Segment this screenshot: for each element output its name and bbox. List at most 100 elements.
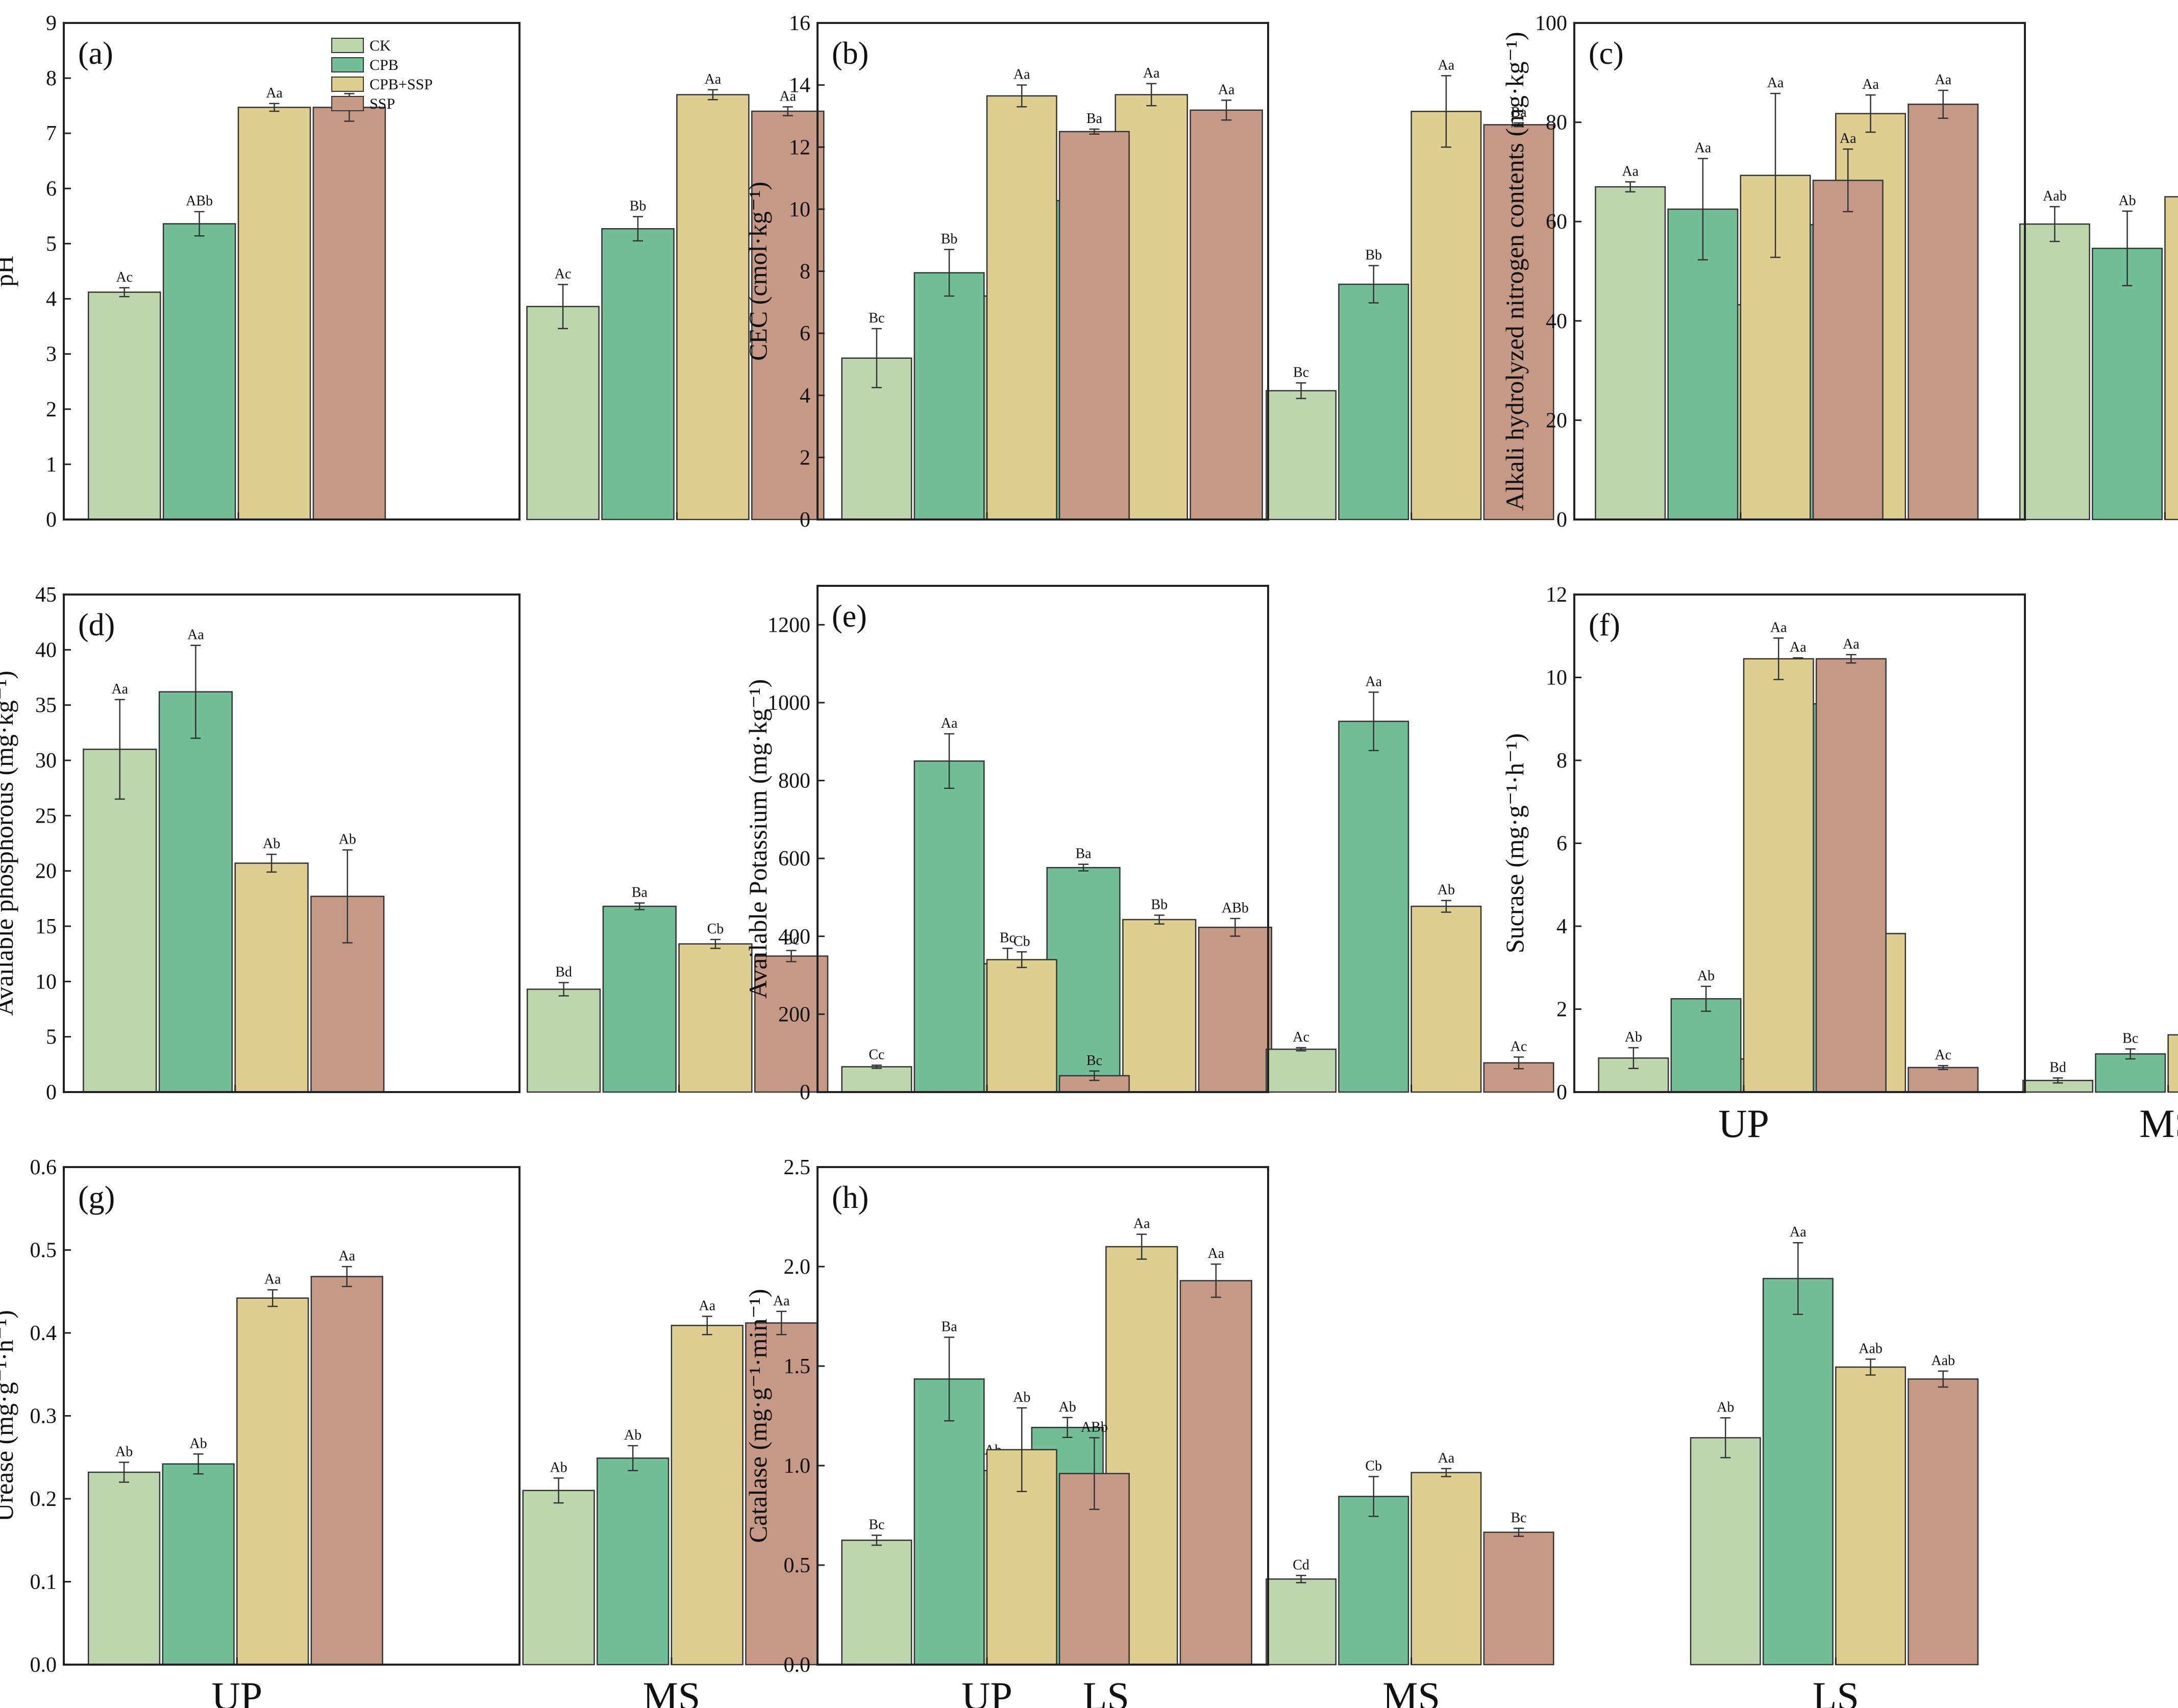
significance-letter: Ab [263, 836, 280, 852]
panel-f: AbBdAcAbBcBcAaCaBaAaCbBb024681012UPMSLSS… [1500, 583, 2178, 1146]
y-tick-label: 40 [1546, 310, 1567, 333]
y-tick-label: 400 [778, 925, 810, 949]
significance-letter: Aa [941, 715, 958, 731]
y-axis-title: Available phosphorous (mg·kg⁻¹) [0, 671, 18, 1016]
bar-g-CPB+SSP-MS [671, 1325, 744, 1666]
error-bar [1514, 122, 1524, 128]
category-label-LS: LS [1083, 1674, 1129, 1708]
error-bar [702, 1316, 712, 1335]
significance-letter: Aa [1013, 67, 1030, 83]
y-tick-label: 4 [800, 384, 810, 408]
bar-c-CK-MS [2019, 223, 2090, 521]
y-tick-label: 2 [46, 398, 57, 422]
y-tick-label: 1 [46, 453, 57, 477]
error-bar [1136, 1233, 1147, 1260]
error-bar [1089, 128, 1100, 135]
error-bar [2052, 1077, 2063, 1084]
bar-f-SSP-UP [1815, 658, 1887, 1093]
significance-letter: Aa [1843, 636, 1860, 652]
significance-letter: Ab [624, 1427, 641, 1443]
significance-letter: Cc [869, 1047, 884, 1062]
y-tick-label: 200 [778, 1003, 810, 1026]
legend-label: CPB+SSP [369, 76, 433, 93]
y-tick-label: 0.5 [30, 1239, 57, 1263]
y-tick-label: 8 [46, 67, 57, 90]
significance-letter: Aa [1207, 1246, 1224, 1261]
y-tick-label: 8 [1556, 749, 1567, 773]
bar-a-CPB-UP [162, 223, 236, 521]
bar-d-CPB+SSP-LS [1122, 919, 1197, 1093]
y-tick-label: 35 [35, 694, 57, 717]
significance-letter: Bb [941, 231, 958, 247]
error-bar [1062, 1417, 1073, 1438]
y-tick-label: 2.0 [784, 1255, 811, 1279]
significance-letter: Ac [116, 269, 133, 285]
bar-f-CPB+SSP-MS [2167, 1034, 2178, 1093]
y-tick-label: 30 [35, 749, 57, 773]
bar-f-CPB+SSP-UP [1743, 658, 1814, 1093]
y-tick-label: 0.5 [784, 1554, 811, 1577]
significance-letter: Aa [1438, 1450, 1455, 1466]
error-bar [1793, 1242, 1803, 1315]
y-axis-title: pH [0, 256, 18, 287]
y-tick-label: 0 [1556, 1081, 1567, 1104]
y-tick-label: 0 [800, 508, 810, 532]
panel-label: (d) [78, 608, 115, 642]
y-tick-label: 16 [789, 12, 810, 35]
error-bar [871, 328, 882, 388]
plot-frame [1573, 22, 2026, 521]
y-tick-label: 0.3 [30, 1405, 57, 1428]
error-bar [782, 106, 793, 116]
y-tick-label: 3 [46, 343, 57, 366]
y-axis-title: Urease (mg·g⁻¹·h⁻¹) [0, 1310, 18, 1522]
significance-letter: Aa [779, 88, 796, 104]
error-bar [2125, 1048, 2136, 1060]
bar-g-CPB-MS [597, 1457, 670, 1666]
legend-swatch-CPB [331, 57, 364, 72]
error-bar [1089, 1437, 1100, 1511]
y-tick-label: 0 [800, 1081, 810, 1104]
bar-b-CPB+SSP-MS [1410, 111, 1482, 521]
y-tick-label: 0 [46, 1081, 57, 1104]
error-bar [558, 982, 569, 997]
error-bar [190, 645, 201, 739]
y-axis-title: Available Potassium (mg·kg⁻¹) [744, 679, 772, 999]
legend-label: SSP [369, 95, 395, 112]
significance-letter: Aa [1143, 65, 1160, 81]
significance-letter: Ac [1293, 1029, 1309, 1045]
y-tick-label: 1200 [768, 613, 810, 637]
y-axis-title: Alkali hydrolyzed nitrogen contents (mg·… [1500, 32, 1529, 510]
significance-letter: Ab [1438, 882, 1455, 898]
plot-frame [816, 585, 1269, 1093]
bar-e-CPB+SSP-UP [986, 959, 1057, 1093]
significance-letter: Aa [773, 1293, 790, 1309]
error-bar [1773, 637, 1784, 680]
error-bar [193, 1453, 204, 1475]
bar-d-CPB-UP [158, 691, 233, 1093]
plot-frame [63, 593, 521, 1093]
bar-g-CK-UP [87, 1471, 161, 1666]
y-tick-label: 10 [789, 198, 810, 221]
bar-d-CPB-MS [602, 905, 677, 1093]
bar-a-CPB+SSP-MS [676, 94, 750, 521]
y-tick-label: 20 [1546, 409, 1567, 432]
error-bar [1368, 691, 1379, 752]
y-tick-label: 0.0 [784, 1653, 811, 1677]
significance-letter: Aab [1859, 1341, 1883, 1356]
bar-c-CPB-UP [1667, 208, 1739, 521]
bar-g-CPB-UP [162, 1463, 235, 1666]
error-bar [1514, 1056, 1524, 1070]
bar-h-SSP-LS [1908, 1378, 1979, 1666]
error-bar [1770, 92, 1781, 258]
error-bar [1938, 1370, 1948, 1388]
y-tick-label: 600 [778, 847, 810, 871]
bar-h-CPB-LS [1762, 1278, 1834, 1666]
y-tick-label: 6 [1556, 832, 1567, 856]
bar-e-CK-UP [841, 1066, 912, 1093]
significance-letter: Aa [1790, 639, 1806, 655]
y-tick-label: 1.0 [784, 1454, 811, 1478]
panel-label: (e) [832, 599, 867, 634]
error-bar [114, 699, 125, 800]
bar-f-CPB-UP [1670, 998, 1742, 1093]
error-bar [1441, 1468, 1451, 1477]
